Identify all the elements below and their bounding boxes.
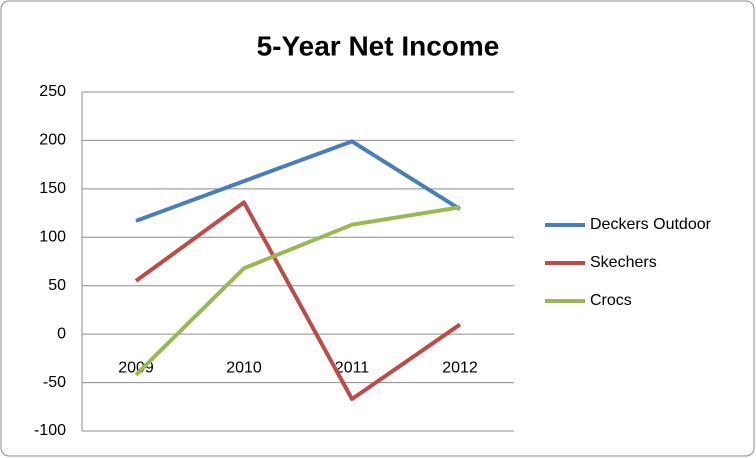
x-tick-label: 2010	[226, 359, 262, 376]
y-tick-label: -50	[43, 374, 66, 391]
y-tick-label: 0	[57, 325, 66, 342]
y-tick-label: 100	[39, 229, 66, 246]
chart-title: 5-Year Net Income	[257, 30, 500, 61]
series-line	[134, 205, 461, 377]
y-tick-label: 200	[39, 132, 66, 149]
legend-label: Crocs	[590, 292, 632, 309]
y-tick-label: 150	[39, 180, 66, 197]
y-tick-label: 50	[48, 277, 66, 294]
y-tick-label: 250	[39, 83, 66, 100]
legend-label: Deckers Outdoor	[590, 216, 712, 233]
series-line	[134, 200, 462, 402]
x-tick-label: 2011	[335, 359, 370, 376]
x-tick-label: 2012	[442, 359, 478, 376]
series-line	[135, 139, 462, 223]
y-tick-label: -100	[34, 422, 66, 439]
legend-label: Skechers	[590, 254, 657, 271]
